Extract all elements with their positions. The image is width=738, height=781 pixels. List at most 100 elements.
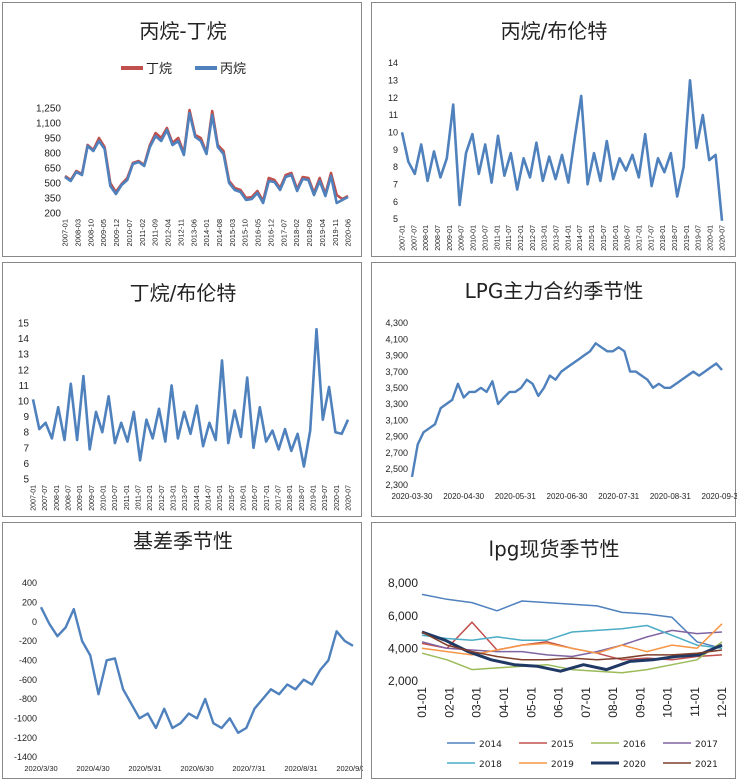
x-tick-label: 2013-07	[554, 225, 561, 251]
chart-title: 丙烷-丁烷	[139, 19, 226, 43]
x-tick-label: 2008-07	[435, 225, 442, 251]
chart-title: 丙烷/布伦特	[501, 19, 608, 43]
legend-label-2014: 2014	[479, 740, 502, 750]
x-tick-label: 2019-01	[310, 485, 317, 511]
y-tick-label: 5	[23, 475, 29, 486]
x-tick-label: 04-01	[497, 687, 511, 718]
x-tick-label: 2012-01	[518, 225, 525, 251]
y-tick-label: -1000	[14, 713, 37, 723]
y-tick-label: 12	[388, 93, 398, 103]
y-tick-label: -600	[19, 675, 37, 685]
x-tick-label: 2017-01	[264, 485, 271, 511]
x-tick-label: 2010-07	[112, 485, 119, 511]
chart-svg-basis-seasonality: 基差季节性 400 200 0 -200 -400 -600 -800 -1000 -1200 -…	[14, 529, 363, 773]
y-tick-label: -400	[19, 655, 37, 665]
x-tick-label: 2014-01	[194, 485, 201, 511]
x-tick-label: 2013-01	[542, 225, 549, 251]
x-tick-label: 2014-07	[577, 225, 584, 251]
series-line-2021	[421, 631, 723, 661]
y-tick-label: 2,500	[385, 464, 408, 474]
x-tick-label: 2012-01	[147, 485, 154, 511]
legend-label-2017: 2017	[695, 740, 718, 750]
y-tick-label: 4,000	[388, 642, 418, 656]
legend-label-2021: 2021	[695, 760, 718, 770]
y-tick-label: 400	[22, 578, 37, 588]
x-tick-label: 2019-04	[318, 219, 327, 247]
x-tick-label: 2012-07	[159, 485, 166, 511]
y-tick-label: 2,000	[388, 674, 418, 688]
y-tick-label: 10	[388, 127, 398, 137]
y-tick-label: 8,000	[388, 576, 418, 590]
x-tick-label: 2018-07	[672, 225, 679, 251]
x-tick-label: 2011-02	[138, 219, 147, 246]
x-tick-label: 2008-10	[86, 219, 95, 247]
y-tick-label: 11	[19, 381, 30, 392]
chart-panel-butane-brent: 丁烷/布伦特 15 14 13 12 11 10 9 8 7 6 5 2007-01 2007-07 20…	[2, 262, 362, 517]
x-tick-label: 2009-05	[99, 219, 108, 247]
x-tick-label: 2014-01	[565, 225, 572, 251]
x-tick-label: 2011-01	[494, 225, 501, 250]
x-tick-label: 2008-01	[54, 485, 61, 511]
x-tick-label: 2008-03	[73, 219, 82, 247]
x-tick-label: 2009-07	[89, 485, 96, 511]
x-tick-label: 2009-01	[77, 485, 84, 511]
x-tick-label: 2020/8/31	[284, 764, 317, 773]
x-tick-label: 10-01	[661, 687, 675, 718]
x-tick-label: 2013-01	[170, 485, 177, 511]
y-tick-label: 2,700	[385, 448, 408, 458]
y-tick-label: 200	[44, 209, 61, 220]
x-tick-label: 2020-07	[345, 485, 352, 511]
x-tick-label: 2018-01	[660, 225, 667, 251]
y-tick-label: 8	[23, 428, 29, 439]
y-tick-label: 350	[44, 194, 61, 205]
x-tick-label: 05-01	[524, 687, 538, 718]
chart-title: 基差季节性	[133, 529, 233, 553]
y-tick-label: 9	[393, 145, 398, 155]
x-tick-label: 2018-02	[292, 219, 301, 247]
x-tick-label: 2015-01	[217, 485, 224, 511]
series-line-main	[410, 342, 723, 478]
x-tick-label: 2011-07	[135, 485, 142, 510]
x-tick-label: 07-01	[579, 687, 593, 718]
x-tick-label: 2020-01	[334, 485, 341, 511]
chart-panel-basis-seasonality: 基差季节性 400 200 0 -200 -400 -600 -800 -1000 -1200 -…	[2, 522, 363, 779]
x-tick-label: 2020-06	[344, 219, 353, 247]
legend-label-2020: 2020	[623, 760, 646, 770]
x-tick-label: 2010-07	[125, 219, 134, 247]
x-tick-label: 2012-11	[176, 219, 185, 246]
x-tick-label: 2018-07	[299, 485, 306, 511]
y-tick-label: 4,300	[385, 318, 408, 328]
x-tick-label: 03-01	[470, 687, 484, 718]
y-tick-label: 2,300	[385, 480, 408, 490]
y-tick-label: 13	[388, 75, 398, 85]
y-tick-label: 6	[393, 197, 398, 207]
x-tick-label: 2012-07	[530, 225, 537, 251]
chart-title: 丁烷/布伦特	[130, 281, 237, 305]
x-tick-label: 2020-04-30	[443, 492, 484, 501]
legend-label-2019: 2019	[551, 760, 574, 770]
x-tick-label: 2008-07	[65, 485, 72, 511]
x-tick-label: 2012-04	[164, 219, 173, 247]
x-tick-label: 2019-07	[696, 225, 703, 251]
y-tick-label: 3,300	[385, 399, 408, 409]
x-tick-label: 01-01	[415, 687, 429, 718]
x-tick-label: 12-01	[715, 687, 729, 718]
y-tick-label: -800	[19, 694, 37, 704]
x-tick-label: 11-01	[688, 687, 702, 717]
legend-label-butane: 丁烷	[146, 62, 172, 77]
chart-svg-propane-butane: 丙烷-丁烷 丁烷 丙烷 1,250 1,100 950 800 650 500 350 200…	[36, 19, 353, 247]
y-tick-label: 5	[393, 214, 398, 224]
y-tick-label: 1,250	[36, 104, 61, 115]
x-tick-label: 2020/4/30	[76, 764, 109, 773]
x-tick-label: 2011-09	[151, 219, 160, 246]
y-tick-label: 10	[18, 397, 30, 408]
y-tick-label: 3,100	[385, 415, 408, 425]
y-tick-label: 500	[44, 179, 61, 190]
y-tick-label: 800	[44, 149, 61, 160]
x-tick-label: 2009-01	[447, 225, 454, 251]
x-tick-label: 2007-07	[42, 485, 49, 511]
x-tick-label: 2016-12	[266, 219, 275, 247]
y-tick-label: 950	[44, 134, 61, 145]
